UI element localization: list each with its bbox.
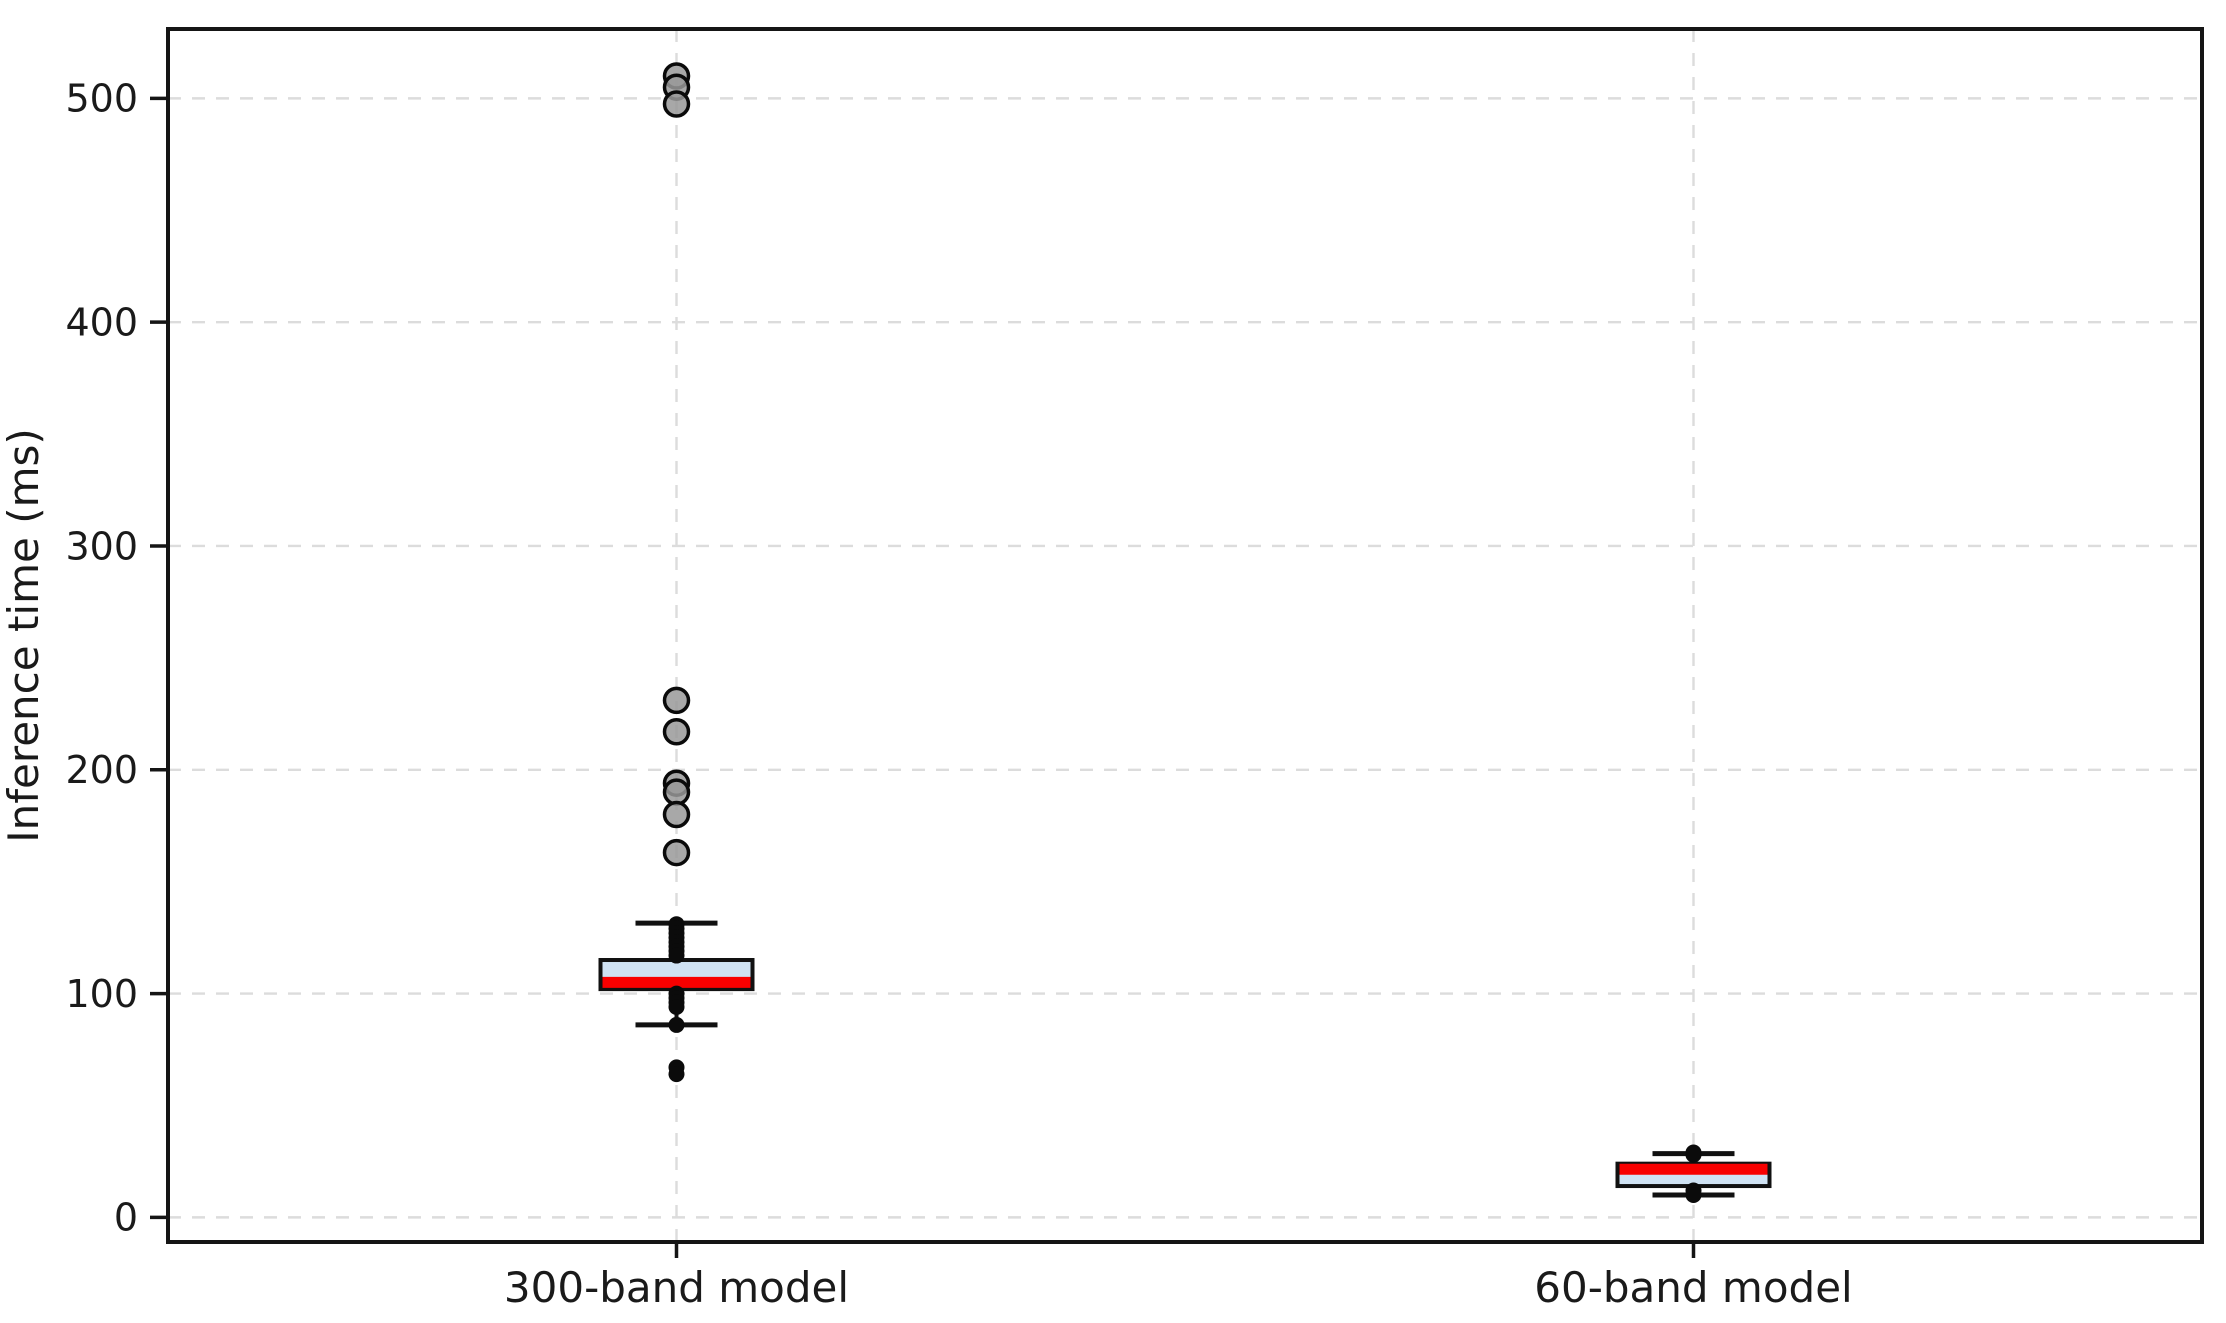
flier-point	[662, 686, 691, 715]
flier-point	[662, 717, 691, 746]
flier-point	[662, 838, 691, 867]
y-axis-tick-label: 100	[65, 972, 138, 1016]
data-point	[668, 1066, 685, 1083]
data-point	[1685, 1146, 1702, 1163]
x-axis-tick-label: 60-band model	[1534, 1263, 1852, 1312]
flier-point	[662, 800, 691, 829]
data-point	[1685, 1187, 1702, 1204]
flier-point	[662, 778, 691, 806]
plot-border	[166, 27, 2204, 1244]
y-axis-tick-label: 0	[114, 1196, 138, 1240]
data-point	[668, 1016, 685, 1033]
y-axis-tick-label: 500	[65, 77, 138, 121]
y-axis-tick-label: 200	[65, 748, 138, 792]
flier-point	[662, 90, 691, 118]
x-axis-tick-label: 300-band model	[504, 1263, 849, 1312]
y-axis-label: Inference time (ms)	[0, 428, 48, 843]
box-group-300-band-model	[598, 62, 755, 1083]
data-point	[668, 999, 685, 1016]
box-group-60-band-model	[1615, 1144, 1772, 1204]
y-axis-tick-label: 400	[65, 300, 138, 344]
data-point	[668, 947, 685, 964]
y-axis-tick-label: 300	[65, 524, 138, 568]
